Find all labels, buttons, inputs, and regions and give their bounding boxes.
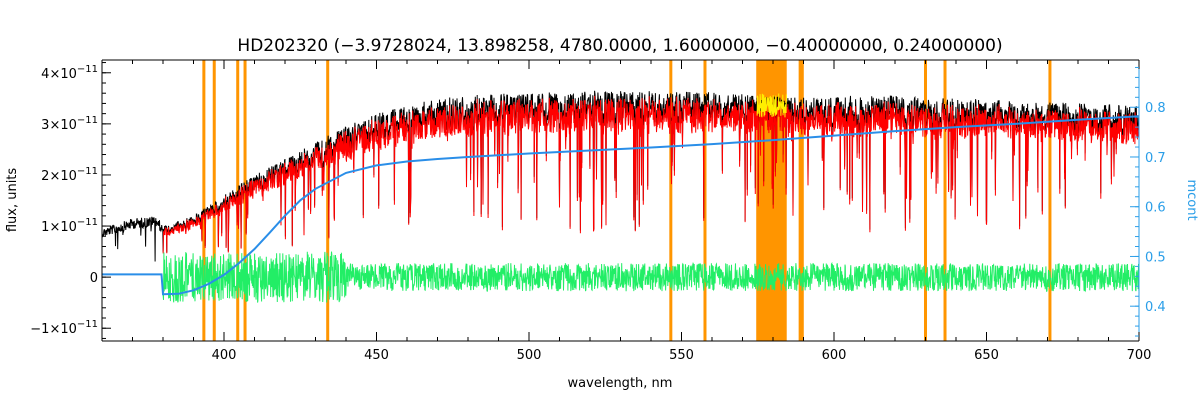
x-tick-label: 700 xyxy=(1127,348,1152,363)
masked-line xyxy=(924,60,927,341)
x-tick-label: 550 xyxy=(669,348,694,363)
y-tick-label: 1×10−11 xyxy=(41,217,98,235)
y-tick-label: 4×10−11 xyxy=(41,64,98,82)
y-right-tick-label: 0.6 xyxy=(1145,201,1166,216)
y-right-tick-label: 0.7 xyxy=(1145,151,1166,166)
continuum-curve xyxy=(102,115,1139,296)
masked-line xyxy=(326,60,330,341)
x-tick-label: 450 xyxy=(364,348,389,363)
masked-line xyxy=(243,60,247,341)
y-right-tick-label: 0.8 xyxy=(1145,101,1166,116)
masked-line xyxy=(669,60,673,341)
masked-band-data xyxy=(756,93,787,118)
residual-spectrum xyxy=(162,251,1139,303)
y-right-tick-label: 0.4 xyxy=(1145,300,1166,315)
masked-line xyxy=(202,60,206,341)
y-axis-right-label: mcont xyxy=(1184,179,1199,220)
y-axis-label: flux, units xyxy=(5,168,20,233)
y-tick-label: −1×10−11 xyxy=(30,319,98,337)
x-tick-label: 650 xyxy=(974,348,999,363)
x-tick-label: 400 xyxy=(212,348,237,363)
axes: 400 450 500 550 600 650 700 −1×10−11 0 1×10−11 2×1… xyxy=(30,59,1166,363)
y-right-tick-label: 0.5 xyxy=(1145,250,1166,265)
model-spectrum xyxy=(162,95,1139,254)
chart-title: HD202320 (−3.9728024, 13.898258, 4780.00… xyxy=(237,36,1002,56)
masked-line xyxy=(798,60,802,341)
y-tick-label: 3×10−11 xyxy=(41,115,98,133)
masked-line xyxy=(943,60,947,341)
x-axis-label: wavelength, nm xyxy=(568,376,673,391)
data-series xyxy=(102,90,1139,303)
y-tick-label: 2×10−11 xyxy=(41,166,98,184)
x-tick-label: 500 xyxy=(517,348,542,363)
masked-line xyxy=(1048,60,1052,341)
y-tick-label: 0 xyxy=(90,271,98,286)
masked-line xyxy=(703,60,707,341)
masked-line xyxy=(212,60,216,341)
x-tick-label: 600 xyxy=(822,348,847,363)
masked-line xyxy=(800,60,804,341)
